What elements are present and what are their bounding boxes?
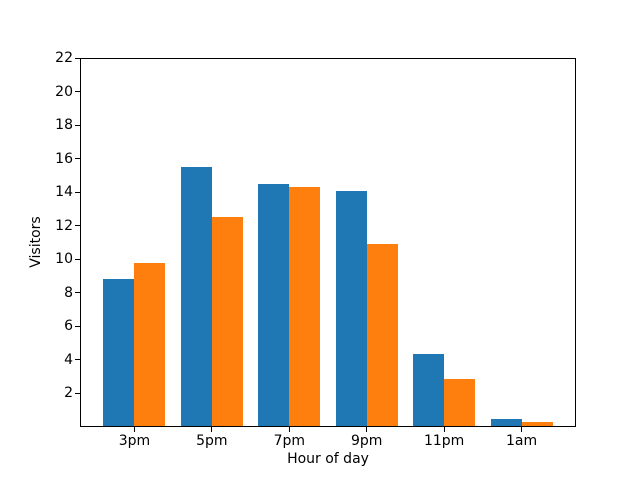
y-tick-mark — [75, 191, 80, 193]
y-tick-label: 2 — [64, 385, 73, 402]
x-tick-label: 7pm — [273, 433, 305, 449]
bar-blue-11pm — [413, 354, 445, 426]
y-tick-label: 22 — [55, 50, 73, 66]
x-tick-label: 3pm — [118, 433, 151, 449]
x-axis-label: Hour of day — [287, 451, 369, 467]
y-tick-label: 10 — [55, 251, 73, 268]
y-tick-label: 6 — [64, 318, 73, 335]
y-tick-label: 4 — [64, 351, 73, 368]
x-tick-mark — [366, 427, 368, 432]
plot-area — [80, 58, 576, 427]
y-tick-label: 12 — [55, 217, 73, 234]
y-tick-label: 14 — [55, 184, 73, 201]
x-tick-label: 1am — [506, 433, 538, 449]
y-tick-mark — [75, 225, 80, 227]
bar-blue-9pm — [335, 190, 367, 426]
y-tick-mark — [75, 359, 80, 361]
y-tick-mark — [75, 258, 80, 260]
bar-orange-5pm — [211, 217, 243, 426]
bar-orange-3pm — [134, 262, 166, 426]
bar-orange-7pm — [289, 187, 321, 426]
x-tick-mark — [521, 427, 523, 432]
x-tick-mark — [443, 427, 445, 432]
x-tick-label: 5pm — [196, 433, 228, 449]
x-tick-mark — [288, 427, 290, 432]
x-tick-mark — [133, 427, 135, 432]
y-tick-label: 18 — [55, 117, 73, 134]
bar-orange-9pm — [366, 244, 398, 426]
y-tick-label: 16 — [55, 150, 73, 167]
y-tick-mark — [75, 325, 80, 327]
x-tick-mark — [211, 427, 213, 432]
y-tick-mark — [75, 292, 80, 294]
bar-orange-11pm — [444, 379, 476, 426]
y-tick-mark — [75, 91, 80, 93]
y-tick-mark — [75, 57, 80, 59]
x-tick-label: 11pm — [423, 433, 465, 449]
bar-blue-1am — [490, 419, 522, 426]
y-axis-label: Visitors — [28, 216, 44, 268]
y-tick-label: 8 — [64, 284, 73, 301]
bar-orange-1am — [521, 421, 553, 426]
bar-blue-5pm — [180, 167, 212, 426]
bar-blue-7pm — [258, 184, 290, 426]
y-tick-label: 20 — [55, 83, 73, 100]
x-tick-label: 9pm — [350, 433, 383, 449]
bar-blue-3pm — [103, 279, 135, 426]
y-tick-mark — [75, 392, 80, 394]
y-tick-mark — [75, 124, 80, 126]
y-tick-mark — [75, 158, 80, 160]
